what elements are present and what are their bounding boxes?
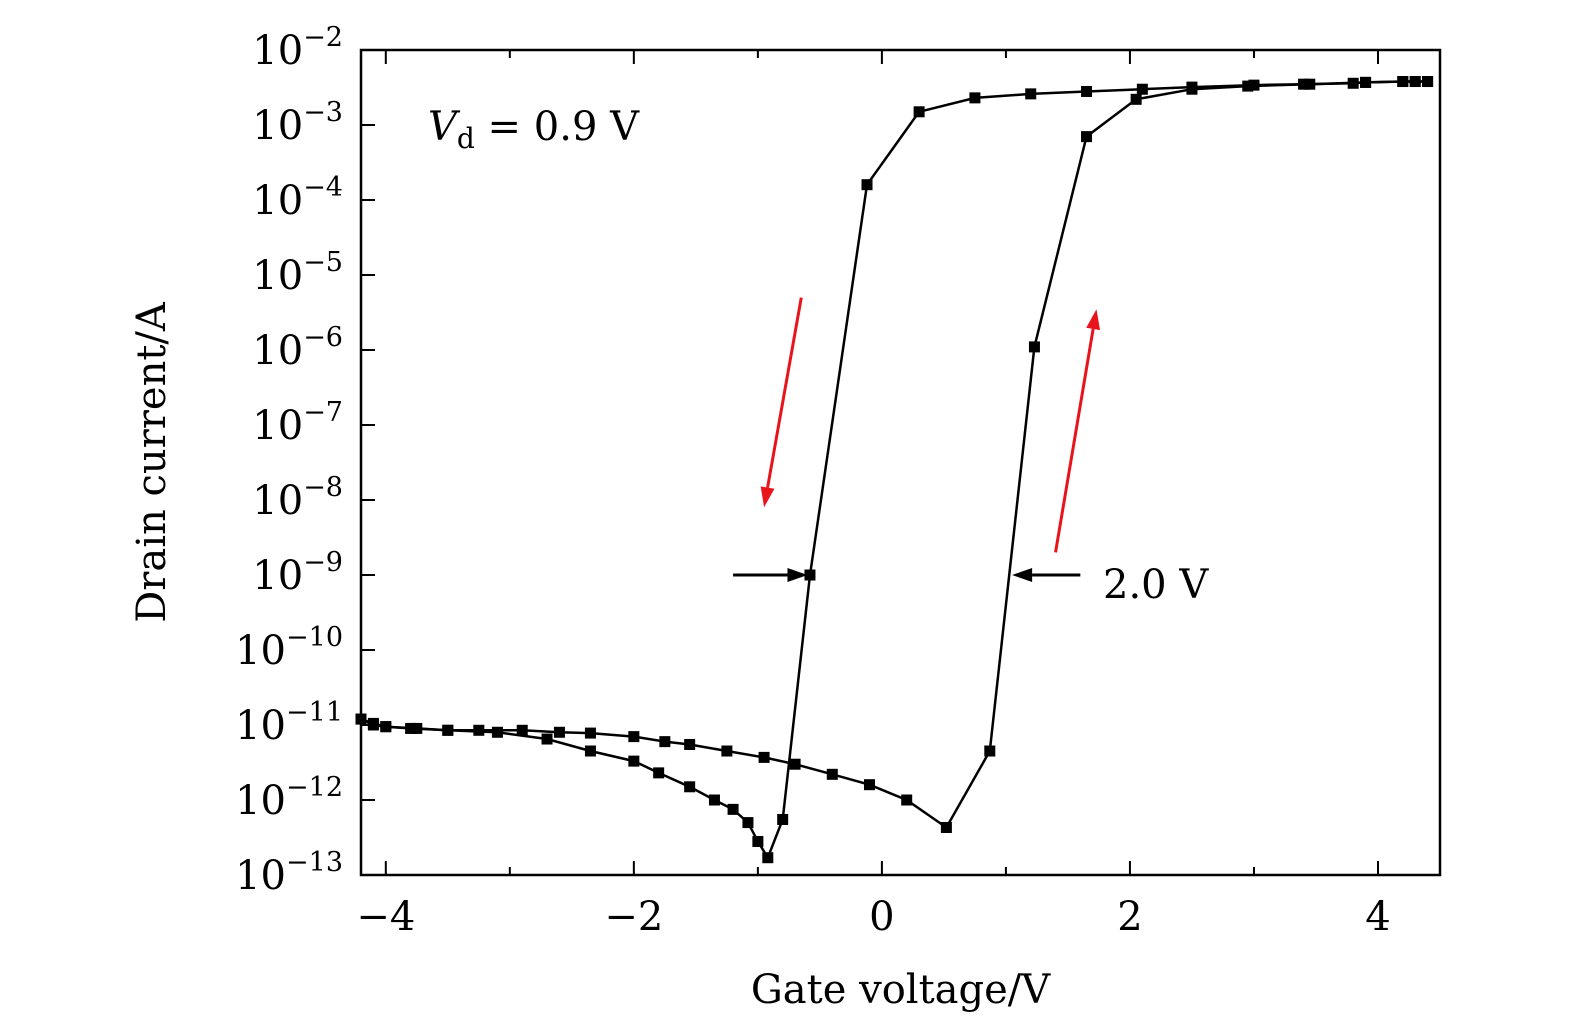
series-1-point xyxy=(541,733,553,745)
series-1-point xyxy=(653,767,665,779)
arrow-4-head xyxy=(1012,568,1033,582)
y-tick-label: 10−11 xyxy=(235,697,343,749)
series-2-point xyxy=(473,724,485,736)
series-1-point xyxy=(1081,85,1093,97)
arrow-2-shaft xyxy=(1054,328,1095,553)
series-1-point xyxy=(762,852,774,864)
series-1-point xyxy=(727,803,739,815)
series-2-point xyxy=(789,758,801,770)
ticks-layer xyxy=(361,49,1379,876)
series-1-line xyxy=(360,80,1428,861)
series-1-point xyxy=(584,745,596,757)
series-2-point xyxy=(442,724,454,736)
series-2-point xyxy=(1186,83,1198,95)
series-2-point xyxy=(863,779,875,791)
plot-frame xyxy=(359,48,1442,877)
x-tick-label: 2 xyxy=(1117,894,1142,940)
arrow-3-head xyxy=(787,568,808,582)
vd-symbol: V xyxy=(428,104,461,150)
series-2-point xyxy=(984,745,996,757)
y-tick-label: 10−2 xyxy=(252,22,343,74)
x-axis-title: Gate voltage/V xyxy=(751,967,1051,1013)
series-2-point xyxy=(1081,131,1093,143)
series-2-point xyxy=(1130,93,1142,105)
series-2-point xyxy=(659,736,671,748)
series-1-point xyxy=(708,794,720,806)
arrow-1-shaft xyxy=(766,297,803,488)
series-2-point xyxy=(584,727,596,739)
series-layer xyxy=(355,76,1434,864)
series-2-point xyxy=(553,726,565,738)
y-tick-label: 10−8 xyxy=(252,472,343,524)
y-axis-title: Drain current/A xyxy=(129,301,175,623)
y-tick-label: 10−9 xyxy=(252,547,343,599)
series-2-point xyxy=(1028,341,1040,353)
y-tick-label: 10−6 xyxy=(252,322,343,374)
series-2-point xyxy=(380,721,392,733)
series-2-point xyxy=(1397,76,1409,88)
series-2-point xyxy=(1360,76,1372,88)
series-2-point xyxy=(1409,76,1421,88)
vd-rest: = 0.9 V xyxy=(475,104,640,150)
y-tick-label: 10−3 xyxy=(252,97,343,149)
arrows-layer xyxy=(733,297,1101,582)
series-1-point xyxy=(913,106,925,118)
series-2-point xyxy=(721,745,733,757)
y-tick-label: 10−13 xyxy=(235,847,343,899)
series-2-point xyxy=(940,821,952,833)
labels-layer: −4 −2 0 2 4 10−2 10−3 10−4 10−5 10−6 10−7 10−8 10−9 1… xyxy=(235,22,1391,940)
series-1-point xyxy=(742,817,754,829)
y-tick-label: 10−5 xyxy=(252,247,343,299)
series-1-point xyxy=(628,755,640,767)
series-2-point xyxy=(1304,78,1316,90)
y-tick-label: 10−4 xyxy=(252,172,343,224)
series-1-point xyxy=(804,569,816,581)
series-2-point xyxy=(411,722,423,734)
series-2-point xyxy=(901,794,913,806)
y-tick-label: 10−7 xyxy=(252,397,343,449)
x-tick-label: 4 xyxy=(1365,894,1390,940)
series-1-point xyxy=(777,813,789,825)
vd-subscript: d xyxy=(457,122,475,155)
series-1-point xyxy=(1136,83,1148,95)
x-tick-label: −2 xyxy=(604,894,663,940)
series-1-point xyxy=(861,179,873,191)
series-2-point xyxy=(684,738,696,750)
series-2-point xyxy=(826,768,838,780)
series-2-point xyxy=(367,719,379,731)
series-2-point xyxy=(1422,76,1434,88)
x-tick-label: −4 xyxy=(356,894,415,940)
shift-annotation: 2.0 V xyxy=(1103,562,1209,608)
series-1-point xyxy=(491,726,503,738)
y-tick-label: 10−10 xyxy=(235,622,343,674)
arrow-1-head xyxy=(760,486,775,508)
series-2-point xyxy=(628,731,640,743)
series-2-point xyxy=(516,724,528,736)
series-1-point xyxy=(969,92,981,104)
series-1-point xyxy=(684,781,696,793)
series-1-point xyxy=(752,835,764,847)
x-tick-label: 0 xyxy=(869,894,894,940)
series-1-point xyxy=(1025,88,1037,100)
series-2-point xyxy=(1242,80,1254,92)
series-2-line xyxy=(360,80,1428,830)
vd-annotation: Vd = 0.9 V xyxy=(428,104,640,155)
arrow-2-head xyxy=(1086,309,1101,331)
series-2-point xyxy=(758,751,770,763)
y-tick-label: 10−12 xyxy=(235,772,343,824)
